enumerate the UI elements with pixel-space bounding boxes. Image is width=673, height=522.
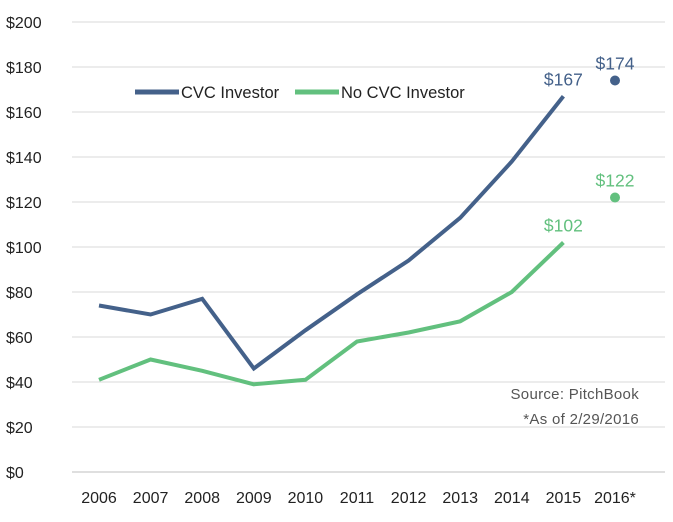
x-tick-label: 2014 bbox=[494, 490, 530, 507]
asof-note: *As of 2/29/2016 bbox=[523, 411, 639, 428]
y-tick-label: $200 bbox=[6, 15, 42, 32]
data-labels: $174 $167 $122 $102 bbox=[544, 54, 635, 236]
x-tick-label: 2012 bbox=[391, 490, 427, 507]
y-axis-ticks: $0 $20 $40 $60 $80 $100 $120 $140 $160 $180 $200 bbox=[6, 15, 42, 482]
x-tick-label: 2010 bbox=[288, 490, 324, 507]
x-tick-label: 2013 bbox=[442, 490, 478, 507]
legend-label: No CVC Investor bbox=[341, 84, 465, 102]
series-line bbox=[98, 95, 565, 372]
x-tick-label: 2009 bbox=[236, 490, 272, 507]
x-tick-label: 2008 bbox=[184, 490, 220, 507]
y-tick-label: $140 bbox=[6, 150, 42, 167]
source-note: Source: PitchBook bbox=[511, 386, 640, 403]
y-tick-label: $180 bbox=[6, 60, 42, 77]
y-tick-label: $20 bbox=[6, 420, 33, 437]
x-tick-label: 2016* bbox=[594, 490, 636, 507]
y-tick-label: $0 bbox=[6, 465, 24, 482]
data-point bbox=[610, 75, 620, 86]
series-line bbox=[98, 241, 565, 387]
x-tick-label: 2015 bbox=[546, 490, 582, 507]
y-tick-label: $60 bbox=[6, 330, 33, 347]
y-tick-label: $100 bbox=[6, 240, 42, 257]
y-tick-label: $160 bbox=[6, 105, 42, 122]
y-tick-label: $40 bbox=[6, 375, 33, 392]
data-label: $122 bbox=[596, 171, 635, 191]
data-point bbox=[610, 192, 620, 203]
y-tick-label: $120 bbox=[6, 195, 42, 212]
x-axis-ticks: 2006 2007 2008 2009 2010 2011 2012 2013 2014 2015… bbox=[81, 490, 636, 507]
gridlines bbox=[72, 21, 665, 428]
source-notes: Source: PitchBook *As of 2/29/2016 bbox=[511, 386, 640, 428]
x-tick-label: 2006 bbox=[81, 490, 117, 507]
legend-label: CVC Investor bbox=[181, 84, 280, 102]
y-tick-label: $80 bbox=[6, 285, 33, 302]
x-tick-label: 2011 bbox=[340, 490, 375, 507]
legend: CVC Investor No CVC Investor bbox=[135, 84, 465, 102]
data-label: $102 bbox=[544, 216, 583, 236]
x-tick-label: 2007 bbox=[133, 490, 169, 507]
data-label: $167 bbox=[544, 69, 583, 89]
series-lines bbox=[98, 75, 620, 387]
data-label: $174 bbox=[596, 54, 635, 74]
